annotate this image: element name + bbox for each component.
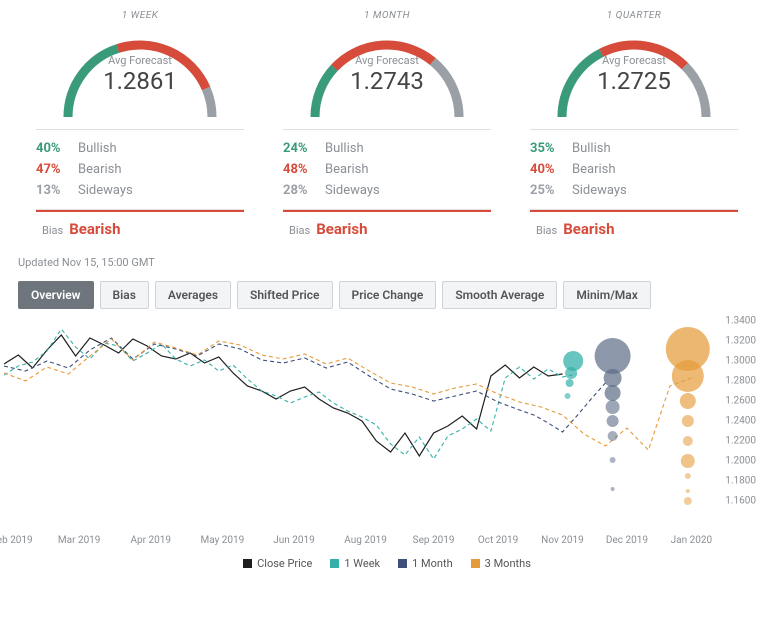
gauge-center: Avg Forecast 1.2725 <box>524 54 744 95</box>
y-tick: 1.1800 <box>725 476 756 487</box>
y-axis: 1.16001.18001.20001.22001.24001.26001.28… <box>720 321 760 501</box>
y-tick: 1.2600 <box>725 396 756 407</box>
y-tick: 1.2400 <box>725 416 756 427</box>
legend: Close Price 1 Week 1 Month 3 Months <box>0 551 774 580</box>
bias-row: Bias Bearish <box>283 210 491 238</box>
y-tick: 1.2800 <box>725 376 756 387</box>
tab-overview[interactable]: Overview <box>18 281 94 309</box>
gauge-1week: 1 WEEK Avg Forecast 1.2861 40%Bullish 47… <box>30 10 250 238</box>
y-tick: 1.3400 <box>725 316 756 327</box>
x-axis: eb 2019Mar 2019Apr 2019May 2019Jun 2019A… <box>4 535 720 551</box>
gauge-forecast-label: Avg Forecast <box>30 54 250 67</box>
x-tick: May 2019 <box>200 535 244 546</box>
gauge-stats: 35%Bullish 40%Bearish 25%Sideways <box>530 129 738 210</box>
gauge-forecast-label: Avg Forecast <box>277 54 497 67</box>
sideways-pct: 28% <box>283 183 325 198</box>
x-tick: Oct 2019 <box>478 535 518 546</box>
legend-label: 1 Week <box>344 557 380 570</box>
gauge-forecast-value: 1.2743 <box>277 67 497 95</box>
y-tick: 1.1600 <box>725 496 756 507</box>
x-tick: Apr 2019 <box>131 535 172 546</box>
tab-smooth-average[interactable]: Smooth Average <box>442 281 557 309</box>
updated-text: Updated Nov 15, 15:00 GMT <box>0 238 774 281</box>
bullish-label: Bullish <box>325 141 364 156</box>
gauges-row: 1 WEEK Avg Forecast 1.2861 40%Bullish 47… <box>0 0 774 238</box>
gauge-forecast-label: Avg Forecast <box>524 54 744 67</box>
x-tick: Dec 2019 <box>606 535 648 546</box>
sideways-label: Sideways <box>572 183 627 198</box>
gauge-title: 1 MONTH <box>277 10 497 27</box>
y-tick: 1.3200 <box>725 336 756 347</box>
x-tick: Jun 2019 <box>273 535 315 546</box>
gauge-stats: 24%Bullish 48%Bearish 28%Sideways <box>283 129 491 210</box>
bearish-pct: 48% <box>283 162 325 177</box>
gauge-title: 1 QUARTER <box>524 10 744 27</box>
legend-swatch-icon <box>471 559 480 568</box>
x-tick: Nov 2019 <box>541 535 584 546</box>
chart[interactable]: 1.1600 1.1800 1.2000 1.2200 1.2400 1.2600 1.28… <box>4 321 760 551</box>
gauge-forecast-value: 1.2861 <box>30 67 250 95</box>
bearish-pct: 47% <box>36 162 78 177</box>
bias-value: Bearish <box>316 220 367 238</box>
x-tick: Sep 2019 <box>413 535 455 546</box>
gauge-stats: 40%Bullish 47%Bearish 13%Sideways <box>36 129 244 210</box>
sideways-pct: 25% <box>530 183 572 198</box>
legend-swatch-icon <box>243 559 252 568</box>
legend-swatch-icon <box>330 559 339 568</box>
y-tick: 1.2000 <box>725 456 756 467</box>
legend-label: 1 Month <box>412 557 453 570</box>
gauge-center: Avg Forecast 1.2743 <box>277 54 497 95</box>
y-tick: 1.2200 <box>725 436 756 447</box>
bearish-pct: 40% <box>530 162 572 177</box>
gauge-title: 1 WEEK <box>30 10 250 27</box>
legend-swatch-icon <box>398 559 407 568</box>
bullish-pct: 40% <box>36 141 78 156</box>
tab-bias[interactable]: Bias <box>100 281 149 309</box>
legend-label: Close Price <box>257 557 312 570</box>
tab-price-change[interactable]: Price Change <box>339 281 437 309</box>
bullish-pct: 24% <box>283 141 325 156</box>
bearish-label: Bearish <box>572 162 616 177</box>
bias-label: Bias <box>42 224 63 237</box>
sideways-pct: 13% <box>36 183 78 198</box>
tab-averages[interactable]: Averages <box>155 281 231 309</box>
bullish-label: Bullish <box>78 141 117 156</box>
tabs-bar: OverviewBiasAveragesShifted PricePrice C… <box>0 281 774 321</box>
x-tick: Mar 2019 <box>58 535 101 546</box>
tab-minim-max[interactable]: Minim/Max <box>563 281 650 309</box>
x-tick: eb 2019 <box>0 535 33 546</box>
sideways-label: Sideways <box>325 183 380 198</box>
tab-shifted-price[interactable]: Shifted Price <box>237 281 332 309</box>
sideways-label: Sideways <box>78 183 133 198</box>
legend-item[interactable]: 1 Month <box>398 557 453 570</box>
gauge-1quarter: 1 QUARTER Avg Forecast 1.2725 35%Bullish… <box>524 10 744 238</box>
legend-item[interactable]: 3 Months <box>471 557 531 570</box>
legend-label: 3 Months <box>485 557 531 570</box>
legend-item[interactable]: Close Price <box>243 557 312 570</box>
bias-row: Bias Bearish <box>36 210 244 238</box>
bias-label: Bias <box>289 224 310 237</box>
bullish-label: Bullish <box>572 141 611 156</box>
chart-svg <box>4 321 720 521</box>
bearish-label: Bearish <box>325 162 369 177</box>
bias-value: Bearish <box>69 220 120 238</box>
gauge-center: Avg Forecast 1.2861 <box>30 54 250 95</box>
x-tick: Jan 2020 <box>671 535 712 546</box>
bias-value: Bearish <box>563 220 614 238</box>
bearish-label: Bearish <box>78 162 122 177</box>
bias-label: Bias <box>536 224 557 237</box>
x-tick: Aug 2019 <box>344 535 387 546</box>
bias-row: Bias Bearish <box>530 210 738 238</box>
gauge-1month: 1 MONTH Avg Forecast 1.2743 24%Bullish 4… <box>277 10 497 238</box>
legend-item[interactable]: 1 Week <box>330 557 380 570</box>
bullish-pct: 35% <box>530 141 572 156</box>
y-tick: 1.3000 <box>725 356 756 367</box>
gauge-forecast-value: 1.2725 <box>524 67 744 95</box>
